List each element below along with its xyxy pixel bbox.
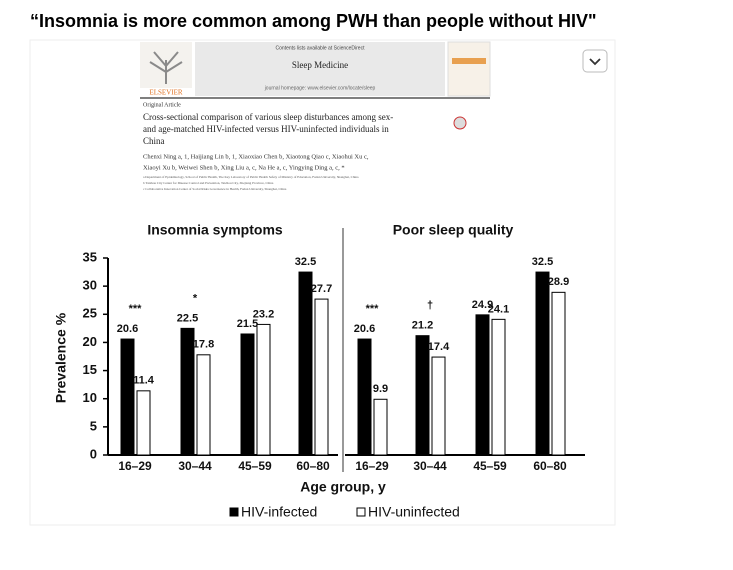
value-label: 24.1	[488, 303, 509, 315]
value-label: 27.7	[311, 283, 332, 295]
value-label: 21.5	[237, 318, 258, 330]
crossmark	[453, 116, 467, 130]
article-type: Original Article	[143, 102, 181, 108]
value-label: 17.8	[193, 339, 214, 351]
slide-title: “Insomnia is more common among PWH than …	[30, 11, 597, 31]
homepage: journal homepage: www.elsevier.com/locat…	[264, 85, 376, 91]
x-tick-label: 16–29	[118, 459, 152, 473]
value-label: 21.2	[412, 320, 433, 332]
panel-title: Poor sleep quality	[393, 222, 514, 238]
y-axis-label: Prevalence %	[53, 312, 69, 403]
value-label: 20.6	[354, 323, 375, 335]
chevron	[589, 58, 601, 66]
journal-cover	[447, 41, 491, 97]
x-tick-label: 16–29	[355, 459, 389, 473]
charts: Insomnia symptoms 0 5 10 15 20 25 30 35 Prevalenc…	[53, 222, 585, 520]
bar	[256, 323, 271, 456]
availability: Contents lists available at ScienceDirec…	[276, 45, 366, 51]
value-label: 32.5	[532, 256, 553, 268]
bar	[475, 314, 490, 456]
y-tick-label: 5	[90, 418, 97, 433]
x-tick-label: 60–80	[533, 459, 567, 473]
significance: ***	[129, 303, 143, 315]
cover-band	[452, 58, 486, 64]
y-tick-label: 20	[83, 334, 97, 349]
significance: *	[193, 292, 198, 304]
y-tick-label: 15	[83, 362, 97, 377]
significance: †	[427, 300, 433, 312]
legend-label: HIV-infected	[241, 504, 317, 520]
bar	[298, 271, 313, 456]
x-tick-label: 30–44	[178, 459, 212, 473]
bar	[415, 335, 430, 456]
value-label: 32.5	[295, 256, 316, 268]
panel-title: Insomnia symptoms	[147, 222, 283, 238]
bar	[535, 271, 550, 456]
value-label: 9.9	[373, 383, 388, 395]
article-title: and age-matched HIV-infected versus HIV-…	[143, 124, 389, 134]
bar	[136, 390, 151, 456]
dropdown-button[interactable]	[582, 49, 608, 73]
bar	[240, 333, 255, 456]
journal: Sleep Medicine	[292, 60, 348, 70]
bar	[373, 398, 388, 456]
bar	[120, 338, 135, 456]
paper-text: Cross-sectional comparison of various sl…	[143, 112, 393, 192]
affiliation: c Collaborative Innovation Center of Soc…	[143, 187, 287, 192]
tree	[149, 51, 183, 84]
journal-box	[195, 42, 445, 96]
y-tick-label: 25	[83, 306, 97, 321]
bar	[551, 291, 566, 456]
value-label: 11.4	[133, 375, 155, 387]
article-title: China	[143, 136, 165, 146]
bar	[431, 356, 446, 456]
legend-label: HIV-uninfected	[368, 504, 460, 520]
x-tick-label: 45–59	[473, 459, 507, 473]
bar	[491, 318, 506, 456]
publisher: ELSEVIER	[149, 89, 182, 97]
y-tick-label: 10	[83, 390, 97, 405]
value-label: 28.9	[548, 276, 569, 288]
authors: Chenxi Ning a, 1, Haijiang Lin b, 1, Xia…	[143, 153, 369, 160]
affiliation: a Department of Epidemiology, School of …	[143, 175, 359, 180]
x-tick-label: 45–59	[238, 459, 272, 473]
dropdown-box[interactable]	[582, 49, 608, 73]
article-title: Cross-sectional comparison of various sl…	[143, 112, 393, 122]
value-label: 17.4	[428, 341, 450, 353]
y-tick-label: 30	[83, 278, 97, 293]
elsevier-logo: ELSEVIER	[140, 42, 192, 97]
value-label: 24.9	[472, 299, 493, 311]
bar	[314, 298, 329, 456]
y-tick-label: 35	[83, 249, 97, 264]
bar	[180, 327, 195, 456]
significance: ***	[366, 303, 380, 315]
x-tick-label: 30–44	[413, 459, 447, 473]
x-tick-label: 60–80	[296, 459, 330, 473]
value-label: 23.2	[253, 308, 274, 320]
legend-swatch	[229, 507, 239, 517]
bar	[357, 338, 372, 456]
bar	[196, 354, 211, 456]
authors: Xiaoyi Xu b, Weiwei Shen b, Xing Liu a, …	[143, 164, 345, 171]
affiliation: b Taizhou City Center for Disease Contro…	[143, 181, 274, 186]
value-label: 20.6	[117, 323, 138, 335]
legend-swatch	[356, 507, 366, 517]
value-label: 22.5	[177, 312, 198, 324]
y-tick-label: 0	[90, 446, 97, 461]
x-axis-label: Age group, y	[300, 479, 386, 495]
